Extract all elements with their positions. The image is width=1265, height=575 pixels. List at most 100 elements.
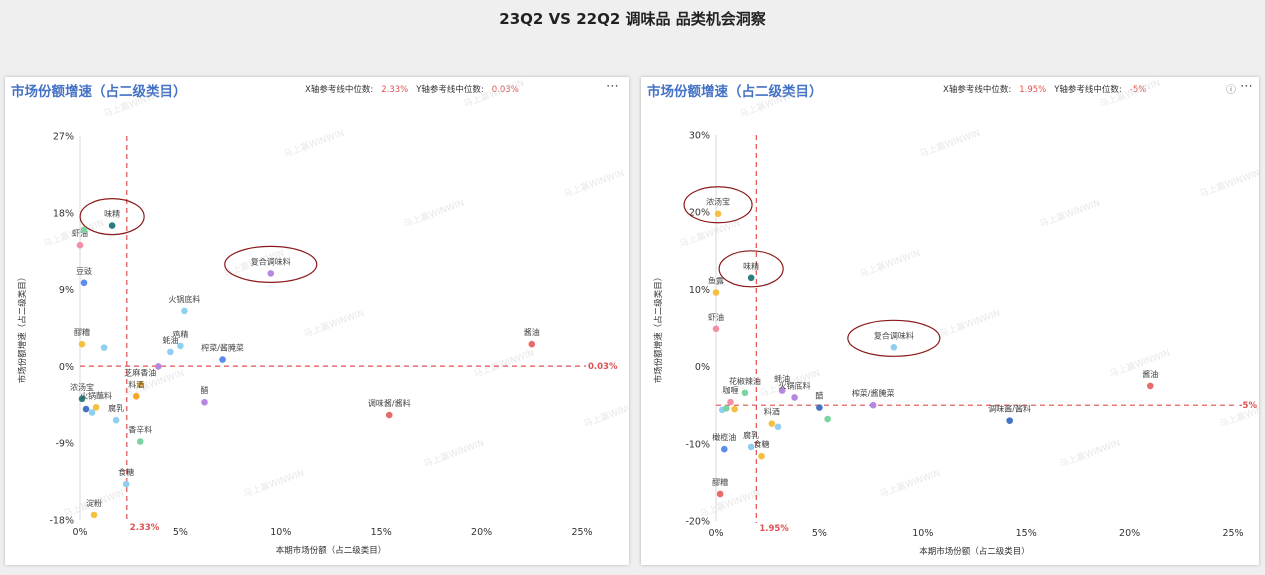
data-point — [869, 401, 877, 409]
reference-line-info: X轴参考线中位数: 1.95% Y轴参考线中位数: -5% — [943, 83, 1154, 95]
data-label: 蚝油 — [774, 374, 790, 384]
data-point — [122, 480, 130, 488]
x-tick-label: 20% — [471, 527, 492, 538]
data-label: 火锅底料 — [168, 294, 200, 304]
data-label: 醪糟 — [74, 327, 90, 337]
data-point — [78, 340, 86, 348]
data-label: 橄榄油 — [712, 432, 736, 442]
data-point — [774, 423, 782, 431]
y-tick-label: 20% — [689, 208, 710, 219]
data-point — [112, 416, 120, 424]
data-point — [816, 404, 823, 411]
x-tick-label: 5% — [812, 528, 827, 539]
data-label: 味精 — [743, 261, 759, 271]
data-point — [758, 452, 765, 460]
data-point — [80, 279, 88, 287]
data-label: 咖喱 — [722, 385, 738, 395]
data-label: 醋 — [815, 391, 823, 401]
data-label: 浓汤宝 — [706, 197, 730, 207]
data-point — [714, 210, 722, 218]
y-tick-label: 0% — [59, 362, 74, 373]
y-tick-label: 10% — [689, 285, 710, 296]
data-point — [727, 398, 734, 406]
data-point — [385, 411, 393, 419]
data-label: 鱼露 — [708, 275, 724, 285]
watermark-text: 马上赢WINWIN — [302, 307, 366, 340]
data-point — [80, 226, 88, 234]
x-tick-label: 25% — [1222, 528, 1243, 539]
y-tick-label: 18% — [53, 208, 74, 219]
data-point — [731, 405, 738, 413]
data-point — [90, 511, 98, 519]
y-tick-label: -10% — [685, 439, 710, 450]
y-tick-label: 0% — [695, 362, 710, 373]
data-label: 虾油 — [708, 312, 724, 322]
page-title: 23Q2 VS 22Q2 调味品 品类机会洞察 — [499, 10, 766, 28]
more-icon[interactable]: ⋯ — [1240, 79, 1254, 94]
x-reference-tag: 1.95% — [759, 524, 789, 534]
data-label: 调味酱/酱料 — [368, 398, 411, 408]
y-tick-label: 9% — [59, 285, 74, 296]
data-point — [267, 270, 275, 277]
watermark-text: 马上赢WINWIN — [1098, 77, 1162, 110]
data-point — [1006, 417, 1013, 424]
x-tick-label: 20% — [1119, 528, 1140, 539]
data-label: 酱油 — [1142, 369, 1158, 379]
data-point — [1146, 382, 1154, 390]
data-point — [82, 405, 90, 413]
x-axis-title: 本期市场份额（占二级类目） — [276, 545, 387, 556]
x-tick-label: 10% — [270, 527, 291, 538]
data-point — [181, 307, 188, 315]
watermark-text: 马上赢WINWIN — [102, 87, 166, 120]
highlight-ellipse — [718, 250, 784, 288]
data-point — [747, 274, 755, 282]
watermark-text: 马上赢WINWIN — [422, 437, 486, 470]
watermark-text: 马上赢WINWIN — [562, 167, 626, 200]
x-axis-title: 本期市场份额（占二级类目） — [919, 546, 1030, 557]
watermark-text: 马上赢WINWIN — [698, 487, 762, 520]
y-tick-label: 27% — [53, 132, 74, 143]
watermark-text: 马上赢WINWIN — [1198, 167, 1259, 200]
watermark-text: 马上赢WINWIN — [1038, 197, 1102, 230]
data-point — [528, 340, 536, 348]
y-tick-label: 30% — [689, 131, 710, 142]
data-label: 醋 — [200, 385, 208, 395]
chart-title: 市场份额增速（占二级类目） — [11, 84, 187, 100]
x-tick-label: 0% — [708, 528, 723, 539]
data-point — [88, 409, 96, 416]
data-label: 醪糟 — [712, 477, 728, 487]
data-point — [92, 404, 100, 411]
data-label: 榨菜/酱腌菜 — [852, 388, 895, 398]
data-point — [747, 443, 755, 451]
data-label: 复合调味料 — [251, 256, 291, 266]
x-tick-label: 0% — [72, 527, 87, 538]
data-point — [132, 392, 140, 400]
data-point — [167, 348, 174, 356]
highlight-ellipse — [224, 245, 318, 283]
watermark-text: 马上赢WINWIN — [878, 467, 942, 500]
info-icon[interactable]: ⓘ — [1226, 85, 1236, 96]
watermark-text: 马上赢WINWIN — [918, 127, 982, 160]
data-label: 腐乳 — [108, 403, 124, 413]
highlight-ellipse — [847, 319, 941, 357]
y-tick-label: -20% — [685, 517, 710, 528]
data-label: 虾油 — [72, 228, 88, 238]
data-point — [712, 325, 720, 333]
data-label: 复合调味料 — [874, 330, 914, 340]
y-reference-tag: -5% — [1239, 401, 1257, 411]
data-point — [177, 342, 184, 350]
data-point — [108, 222, 116, 229]
highlight-ellipse — [683, 186, 753, 224]
data-label: 料酒 — [128, 379, 144, 389]
x-ref-value: 1.95% — [1019, 85, 1047, 95]
watermark-text: 马上赢WINWIN — [472, 347, 536, 380]
more-icon[interactable]: ⋯ — [606, 79, 620, 94]
data-point — [78, 395, 86, 403]
data-point — [136, 438, 144, 445]
x-ref-value: 2.33% — [381, 85, 409, 95]
data-point — [716, 490, 724, 498]
x-tick-label: 25% — [571, 527, 592, 538]
data-point — [791, 394, 798, 401]
data-label: 料酒 — [764, 407, 780, 417]
x-ref-label: X轴参考线中位数: — [305, 85, 374, 95]
